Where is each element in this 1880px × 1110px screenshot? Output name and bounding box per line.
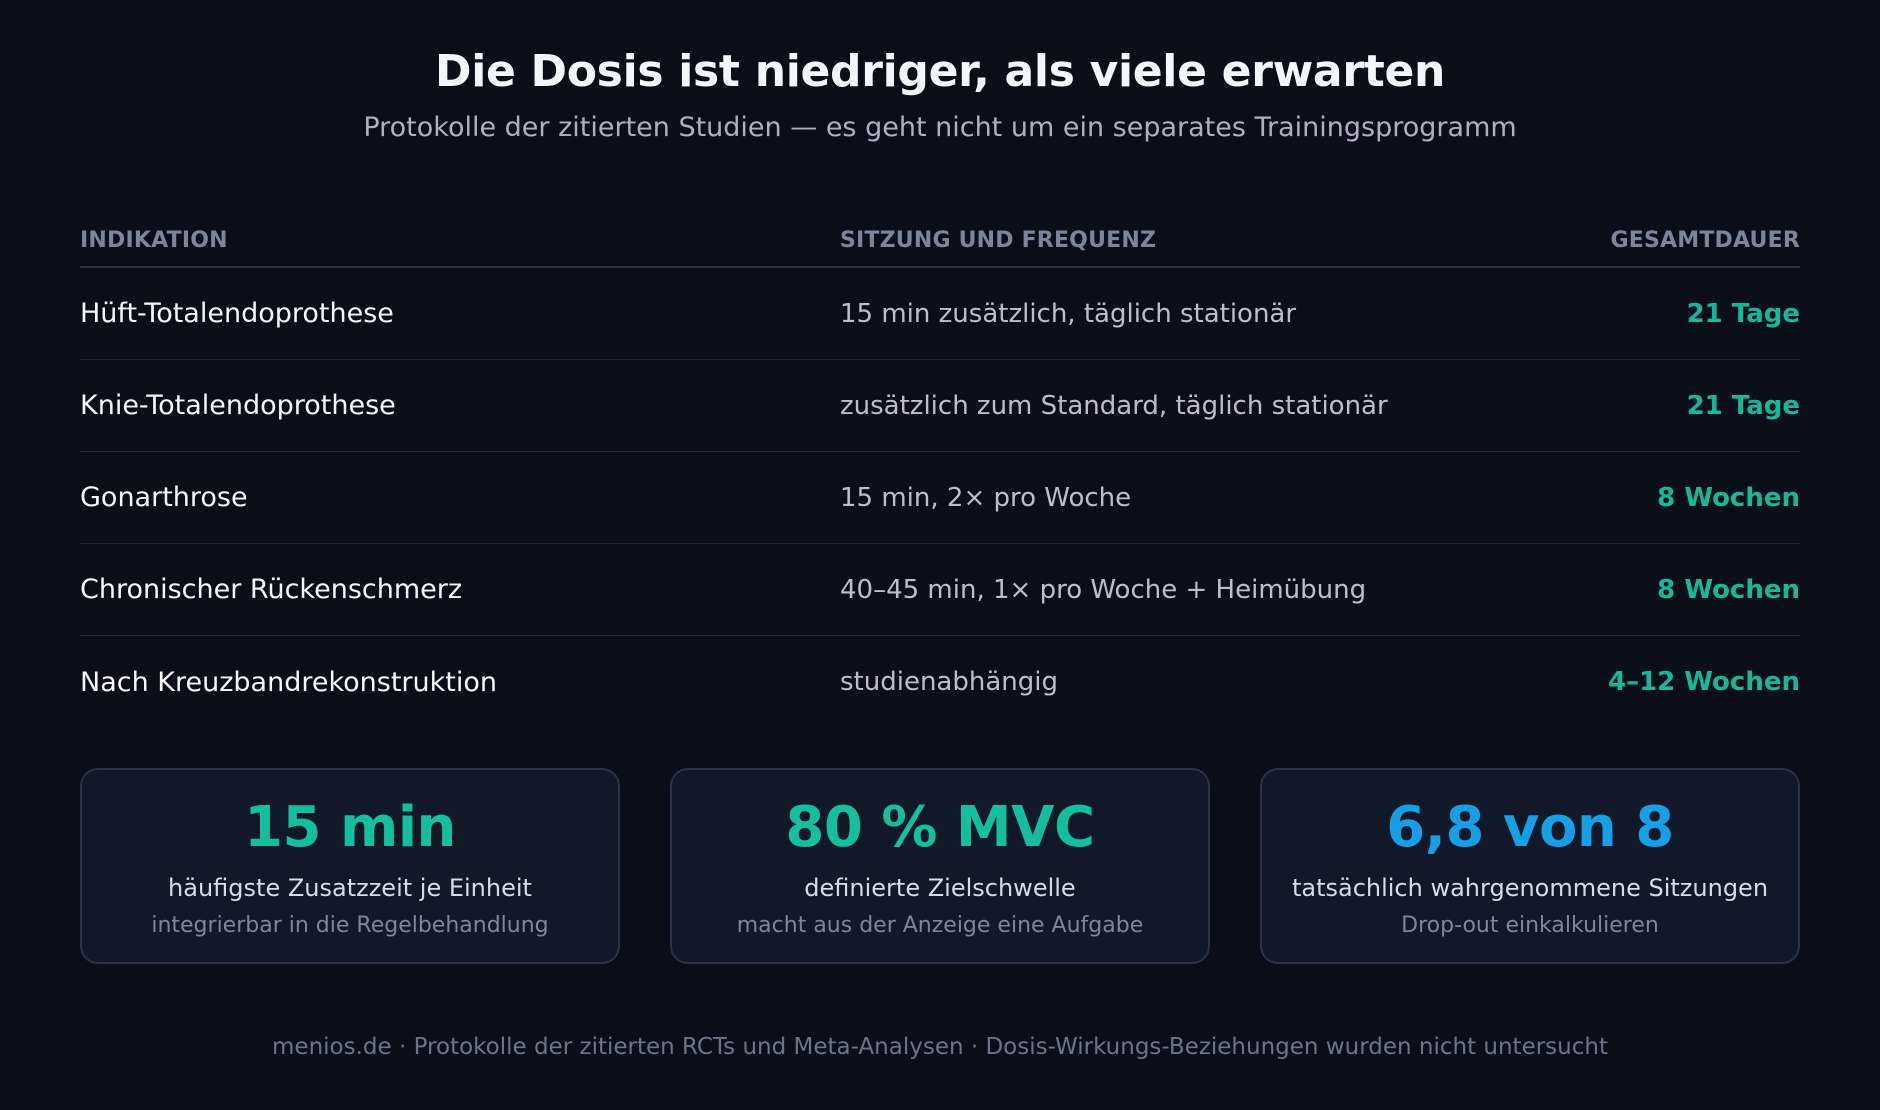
cell-dauer: 8 Wochen	[1657, 482, 1800, 513]
table-row: Gonarthrose 15 min, 2× pro Woche 8 Woche…	[80, 452, 1800, 544]
stat-value: 6,8 von 8	[1386, 795, 1674, 860]
page-title: Die Dosis ist niedriger, als viele erwar…	[434, 46, 1446, 97]
table-row: Knie-Totalendoprothese zusätzlich zum St…	[80, 360, 1800, 452]
cell-sitzung: 40–45 min, 1× pro Woche + Heimübung	[840, 574, 1367, 605]
table-row: Hüft-Totalendoprothese 15 min zusätzlich…	[80, 268, 1800, 360]
cell-sitzung: studienabhängig	[840, 667, 1058, 697]
protocol-table: INDIKATION SITZUNG UND FREQUENZ GESAMTDA…	[80, 214, 1800, 728]
stat-cards: 15 min häufigste Zusatzzeit je Einheit i…	[80, 768, 1800, 964]
stat-label: häufigste Zusatzzeit je Einheit	[168, 874, 532, 902]
column-header-indikation: INDIKATION	[80, 227, 228, 253]
column-header-gesamtdauer: GESAMTDAUER	[1610, 227, 1800, 253]
footer-source-note: menios.de · Protokolle der zitierten RCT…	[272, 1034, 1608, 1060]
stat-value: 80 % MVC	[785, 795, 1095, 860]
stat-note: macht aus der Anzeige eine Aufgabe	[736, 913, 1144, 938]
stat-label: definierte Zielschwelle	[804, 874, 1076, 902]
stat-label: tatsächlich wahrgenommene Sitzungen	[1291, 874, 1769, 902]
table-header: INDIKATION SITZUNG UND FREQUENZ GESAMTDA…	[80, 214, 1800, 268]
stat-note: integrierbar in die Regelbehandlung	[151, 913, 549, 938]
stat-note: Drop-out einkalkulieren	[1401, 913, 1659, 938]
cell-sitzung: 15 min zusätzlich, täglich stationär	[840, 298, 1297, 329]
cell-indikation: Hüft-Totalendoprothese	[80, 298, 394, 329]
table-row: Chronischer Rückenschmerz 40–45 min, 1× …	[80, 544, 1800, 636]
column-header-sitzung: SITZUNG UND FREQUENZ	[840, 227, 1157, 253]
cell-dauer: 8 Wochen	[1657, 574, 1800, 605]
cell-indikation: Knie-Totalendoprothese	[80, 390, 396, 421]
cell-dauer: 4–12 Wochen	[1607, 667, 1800, 697]
stat-card-zusatzzeit: 15 min häufigste Zusatzzeit je Einheit i…	[80, 768, 620, 964]
table-row: Nach Kreuzbandrekonstruktion studienabhä…	[80, 636, 1800, 728]
cell-indikation: Gonarthrose	[80, 482, 248, 513]
stat-value: 15 min	[244, 795, 456, 860]
page-header: Die Dosis ist niedriger, als viele erwar…	[0, 42, 1880, 146]
cell-indikation: Nach Kreuzbandrekonstruktion	[80, 666, 497, 698]
stat-card-sitzungen: 6,8 von 8 tatsächlich wahrgenommene Sitz…	[1260, 768, 1800, 964]
cell-indikation: Chronischer Rückenschmerz	[80, 574, 463, 605]
stat-card-zielschwelle: 80 % MVC definierte Zielschwelle macht a…	[670, 768, 1210, 964]
cell-dauer: 21 Tage	[1686, 390, 1800, 421]
cell-sitzung: zusätzlich zum Standard, täglich station…	[840, 390, 1388, 421]
cell-sitzung: 15 min, 2× pro Woche	[840, 482, 1132, 513]
page-subtitle: Protokolle der zitierten Studien — es ge…	[363, 112, 1517, 143]
cell-dauer: 21 Tage	[1686, 298, 1800, 329]
